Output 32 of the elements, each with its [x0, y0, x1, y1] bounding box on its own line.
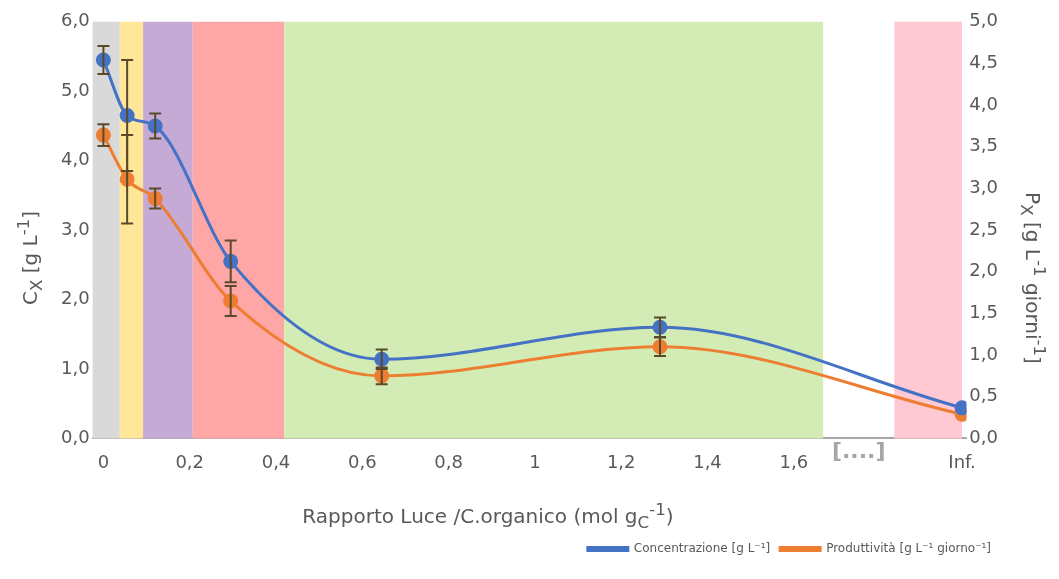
y-tick-label: 1,0 [60, 356, 90, 378]
x-tick-label: Inf. [948, 450, 976, 472]
x-tick-label: 0,4 [261, 450, 291, 472]
x-tick-label: 1,2 [606, 450, 636, 472]
y2-tick-label: 1,0 [969, 342, 999, 364]
x-tick-label: 1,4 [693, 450, 722, 472]
x-tick-label: 0,8 [434, 450, 463, 472]
y2-tick-label: 4,5 [969, 51, 999, 73]
y-tick-label: 3,0 [60, 217, 90, 239]
y-tick-label: 6,0 [60, 9, 90, 31]
legend-label: Produttività [g L⁻¹ giorno⁻¹] [826, 541, 991, 556]
text: [....] [831, 438, 886, 464]
y2-tick-label: 5,0 [969, 9, 999, 31]
y2-tick-label: 2,5 [969, 217, 999, 239]
y2-tick-label: 0,0 [969, 426, 999, 448]
y-tick-label: 0,0 [60, 426, 90, 448]
y-tick-label: 5,0 [60, 78, 90, 100]
x-tick-label: 1 [529, 450, 541, 472]
legend-label: Concentrazione [g L⁻¹] [633, 541, 771, 556]
y-tick-label: 2,0 [60, 287, 90, 309]
y2-tick-label: 3,5 [969, 134, 999, 156]
y2-tick-label: 0,5 [969, 384, 999, 406]
y-tick-label: 4,0 [60, 148, 90, 170]
x-tick-label: 1,6 [779, 450, 809, 472]
x-axis-title: Rapporto Luce /C.organico (mol g$_{C}$$^{-1}$) [302, 500, 674, 532]
x-tick-label: 0,2 [175, 450, 205, 472]
y2-tick-label: 4,0 [969, 92, 999, 114]
y2-tick-label: 3,0 [969, 176, 999, 198]
y2-tick-label: 2,0 [969, 259, 999, 281]
x-tick-label: 0 [97, 450, 110, 472]
x-tick-label: 0,6 [347, 450, 377, 472]
y2-tick-label: 1,5 [969, 301, 999, 323]
